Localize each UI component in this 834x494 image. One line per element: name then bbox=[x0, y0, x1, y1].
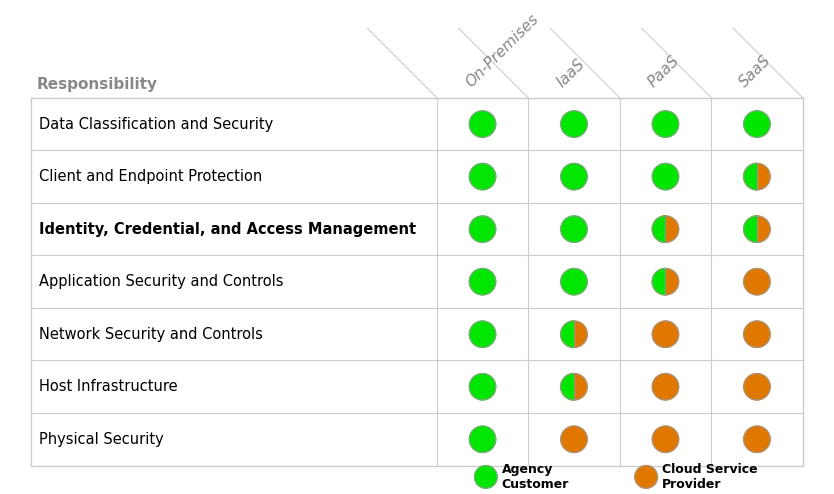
Circle shape bbox=[652, 426, 679, 453]
Circle shape bbox=[470, 164, 495, 190]
Wedge shape bbox=[652, 268, 666, 295]
Circle shape bbox=[744, 111, 770, 137]
Circle shape bbox=[475, 465, 497, 488]
Circle shape bbox=[470, 111, 495, 137]
Circle shape bbox=[652, 321, 679, 347]
Text: IaaS: IaaS bbox=[554, 56, 588, 90]
Circle shape bbox=[560, 268, 587, 295]
Text: Host Infrastructure: Host Infrastructure bbox=[39, 379, 178, 394]
Text: Identity, Credential, and Access Management: Identity, Credential, and Access Managem… bbox=[39, 222, 416, 237]
Circle shape bbox=[635, 465, 657, 488]
Wedge shape bbox=[560, 373, 574, 400]
Circle shape bbox=[560, 426, 587, 453]
Circle shape bbox=[652, 373, 679, 400]
Text: On-Premises: On-Premises bbox=[463, 11, 541, 90]
Circle shape bbox=[470, 216, 495, 243]
Circle shape bbox=[744, 426, 770, 453]
Text: Client and Endpoint Protection: Client and Endpoint Protection bbox=[39, 169, 262, 184]
Circle shape bbox=[470, 426, 495, 453]
Circle shape bbox=[470, 268, 495, 295]
Circle shape bbox=[744, 268, 770, 295]
Wedge shape bbox=[744, 216, 757, 243]
Text: Physical Security: Physical Security bbox=[39, 432, 163, 447]
Text: Data Classification and Security: Data Classification and Security bbox=[39, 117, 273, 131]
Text: PaaS: PaaS bbox=[646, 53, 683, 90]
Circle shape bbox=[652, 268, 679, 295]
Circle shape bbox=[470, 373, 495, 400]
Circle shape bbox=[652, 164, 679, 190]
Circle shape bbox=[744, 216, 770, 243]
Wedge shape bbox=[744, 164, 757, 190]
Circle shape bbox=[560, 216, 587, 243]
Circle shape bbox=[652, 111, 679, 137]
Wedge shape bbox=[652, 216, 666, 243]
Circle shape bbox=[470, 321, 495, 347]
Text: Responsibility: Responsibility bbox=[37, 77, 158, 92]
Circle shape bbox=[744, 164, 770, 190]
Text: SaaS: SaaS bbox=[737, 53, 775, 90]
Text: Agency
Customer: Agency Customer bbox=[502, 463, 570, 491]
Circle shape bbox=[560, 111, 587, 137]
Text: Network Security and Controls: Network Security and Controls bbox=[39, 327, 263, 342]
Text: Cloud Service
Provider: Cloud Service Provider bbox=[662, 463, 758, 491]
Wedge shape bbox=[560, 321, 574, 347]
Text: Application Security and Controls: Application Security and Controls bbox=[39, 274, 284, 289]
Circle shape bbox=[652, 216, 679, 243]
Circle shape bbox=[744, 321, 770, 347]
Circle shape bbox=[560, 164, 587, 190]
Circle shape bbox=[560, 373, 587, 400]
Circle shape bbox=[560, 321, 587, 347]
Circle shape bbox=[744, 373, 770, 400]
